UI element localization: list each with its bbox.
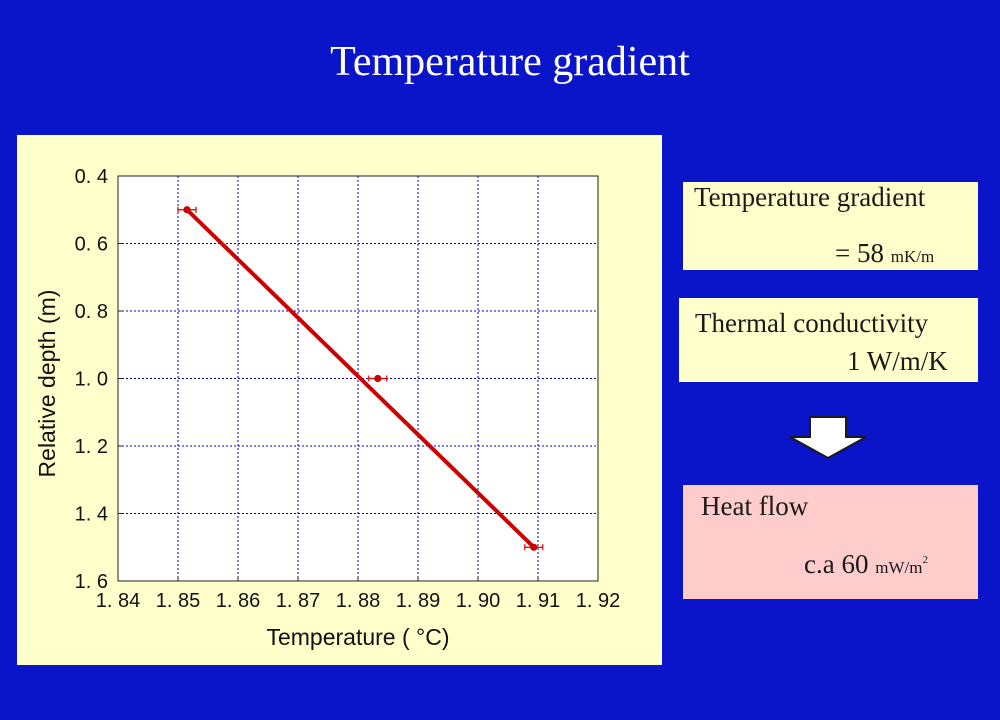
gradient-unit: mK/m [890,247,935,266]
gradient-label: Temperature gradient [694,182,926,212]
x-tick-label: 1. 88 [336,590,380,612]
fit-line [185,208,536,549]
y-tick-label: 0. 8 [75,301,108,323]
y-tick-label: 1. 4 [75,504,108,526]
y-axis-label: Relative depth (m) [34,290,60,478]
data-point [530,543,538,551]
chart-panel: 1. 84 1. 85 1. 86 1. 87 1. 88 1. 89 1. 90 1. 91… [17,135,662,665]
y-tick-label: 1. 2 [75,436,108,458]
data-point [183,206,191,214]
y-tick-label: 0. 4 [75,166,108,188]
x-tick-label: 1. 92 [576,590,620,612]
y-tick-label: 0. 6 [75,234,108,256]
heat-flow-label: Heat flow [701,491,809,521]
gradient-value-number: = 58 [835,238,884,268]
temperature-gradient-box: Temperature gradient = 58 mK/m [683,182,978,270]
x-tick-label: 1. 87 [276,590,320,612]
y-tick-label: 1. 0 [75,369,108,391]
gradient-value: = 58 mK/m [835,238,934,269]
x-tick-label: 1. 90 [456,590,500,612]
conductivity-label: Thermal conductivity [695,308,929,338]
x-tick-label: 1. 91 [516,590,560,612]
x-tick-label: 1. 85 [156,590,200,612]
depth-temperature-chart: 1. 84 1. 85 1. 86 1. 87 1. 88 1. 89 1. 90 1. 91… [34,166,620,650]
x-tick-label: 1. 84 [96,590,140,612]
thermal-conductivity-box: Thermal conductivity 1 W/m/K [679,298,978,382]
heat-flow-unit: mW/m [875,558,923,577]
x-tick-label: 1. 86 [216,590,260,612]
down-arrow-icon [789,416,867,460]
heat-flow-value: c.a 60 mW/m2 [804,549,928,580]
heat-flow-unit-exponent: 2 [922,554,928,566]
slide-title: Temperature gradient [330,39,690,85]
conductivity-value: 1 W/m/K [847,346,948,376]
y-tick-label: 1. 6 [75,571,108,593]
x-axis-label: Temperature ( °C) [266,624,449,650]
x-tick-label: 1. 89 [396,590,440,612]
data-point [374,374,382,383]
heat-flow-number: c.a 60 [804,549,869,579]
heat-flow-box: Heat flow c.a 60 mW/m2 [683,485,978,599]
